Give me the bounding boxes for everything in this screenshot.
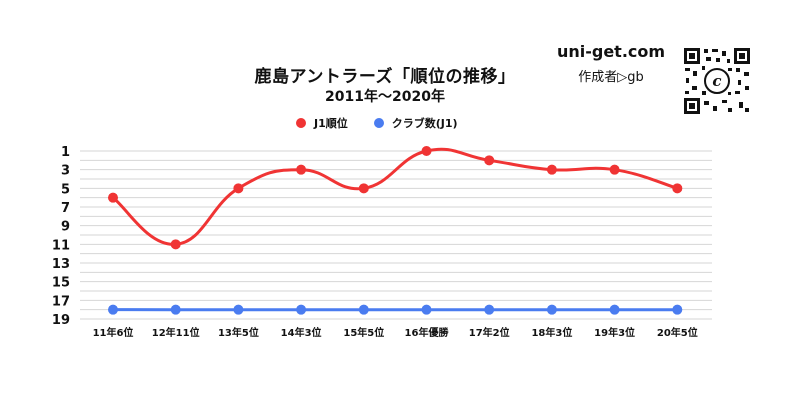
x-tick-label: 15年5位	[343, 326, 384, 339]
data-point-clubs[interactable]	[296, 304, 307, 315]
data-point-clubs[interactable]	[421, 304, 432, 315]
x-tick-label: 14年3位	[281, 326, 322, 339]
series-lines	[111, 147, 679, 312]
y-tick-label: 13	[52, 257, 70, 272]
data-point-rank[interactable]	[609, 164, 620, 175]
y-tick-label: 17	[52, 294, 70, 309]
data-point-rank[interactable]	[672, 183, 683, 194]
chart-title: 鹿島アントラーズ「順位の推移」	[254, 67, 516, 87]
legend-item-clubs[interactable]: クラブ数(J1)	[373, 115, 458, 131]
data-point-clubs[interactable]	[233, 304, 244, 315]
data-point-rank[interactable]	[421, 146, 432, 156]
legend-item-rank[interactable]: J1順位	[296, 115, 348, 131]
chart-legend: J1順位 クラブ数(J1)	[296, 115, 484, 131]
x-tick-label: 11年6位	[93, 326, 134, 339]
series-points	[108, 146, 683, 315]
gridlines	[80, 150, 712, 320]
qr-code-icon: c	[682, 46, 752, 116]
legend-label-clubs: クラブ数(J1)	[391, 117, 458, 130]
site-name: uni-get.com	[556, 42, 666, 61]
x-tick-label: 17年2位	[469, 326, 510, 339]
data-point-rank[interactable]	[170, 239, 181, 250]
y-tick-label: 15	[52, 276, 70, 291]
legend-swatch-clubs	[373, 118, 384, 128]
data-point-rank[interactable]	[484, 155, 495, 166]
data-point-clubs[interactable]	[609, 304, 620, 315]
y-tick-label: 3	[61, 164, 70, 179]
data-point-clubs[interactable]	[358, 304, 369, 315]
y-tick-label: 7	[61, 201, 70, 216]
author-credit: 作成者▷gb	[578, 70, 644, 85]
x-tick-label: 20年5位	[657, 326, 698, 339]
data-point-clubs[interactable]	[170, 304, 181, 315]
y-tick-label: 9	[61, 220, 70, 235]
x-tick-label: 13年5位	[218, 326, 259, 339]
data-point-clubs[interactable]	[484, 304, 495, 315]
data-point-rank[interactable]	[296, 164, 307, 175]
chart-subtitle: 2011年〜2020年	[325, 89, 445, 105]
legend-label-rank: J1順位	[314, 117, 348, 130]
y-tick-label: 19	[52, 313, 70, 328]
data-point-clubs[interactable]	[546, 304, 557, 315]
data-point-rank[interactable]	[358, 183, 369, 194]
data-point-rank[interactable]	[108, 192, 118, 203]
data-point-clubs[interactable]	[108, 304, 118, 315]
data-point-rank[interactable]	[233, 183, 244, 194]
data-point-rank[interactable]	[546, 164, 557, 175]
y-tick-label: 1	[61, 145, 70, 160]
y-tick-label: 11	[52, 238, 70, 253]
series-line-rank	[111, 147, 679, 246]
x-axis-ticks: 11年6位 12年11位 13年5位 14年3位 15年5位 16年優勝 17年2位 18年3…	[93, 326, 698, 339]
y-tick-label: 5	[61, 182, 70, 197]
legend-swatch-rank	[296, 118, 306, 128]
x-tick-label: 16年優勝	[405, 326, 450, 339]
x-tick-label: 19年3位	[594, 326, 635, 339]
x-tick-label: 12年11位	[152, 326, 200, 339]
x-tick-label: 18年3位	[531, 326, 572, 339]
data-point-clubs[interactable]	[672, 304, 683, 315]
svg-text:c: c	[712, 72, 721, 90]
